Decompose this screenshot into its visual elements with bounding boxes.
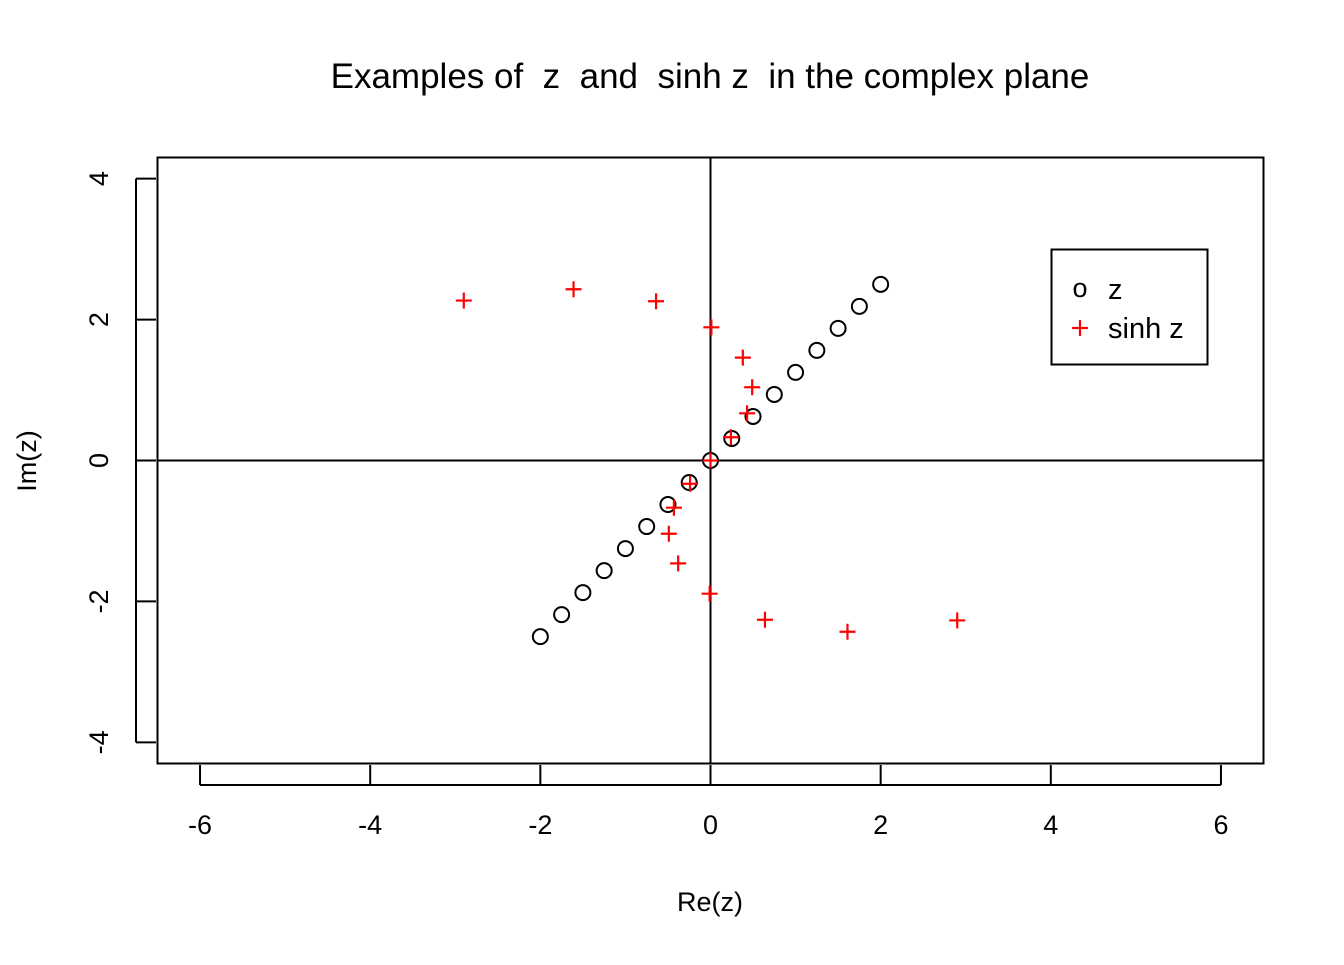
- point-sinh-z: [455, 292, 472, 309]
- y-tick-label: 4: [84, 171, 114, 186]
- point-z: [531, 628, 549, 646]
- y-axis: -4 -2 0 2 4: [84, 171, 156, 754]
- point-sinh-z: [756, 611, 773, 628]
- point-sinh-z: [722, 429, 739, 446]
- point-z: [744, 407, 762, 425]
- x-tick-label: 0: [703, 810, 718, 840]
- point-z: [638, 518, 656, 536]
- x-tick-label: -6: [188, 810, 212, 840]
- point-sinh-z: [702, 452, 719, 469]
- point-sinh-z: [660, 525, 677, 542]
- point-sinh-z: [670, 555, 687, 572]
- point-z: [616, 540, 634, 558]
- point-sinh-z: [648, 293, 665, 310]
- legend-label-sinh-z: sinh z: [1108, 313, 1184, 345]
- legend-symbol-sinh-z: [1072, 320, 1088, 336]
- point-z: [850, 297, 868, 315]
- point-sinh-z: [744, 379, 761, 396]
- point-sinh-z: [665, 499, 682, 516]
- point-sinh-z: [701, 585, 718, 602]
- y-tick-label: 0: [84, 453, 114, 468]
- point-z: [574, 584, 592, 602]
- point-z: [595, 562, 613, 580]
- point-sinh-z: [734, 349, 751, 366]
- point-sinh-z: [703, 319, 720, 336]
- y-tick-label: 2: [84, 312, 114, 327]
- x-tick-label: -4: [358, 810, 382, 840]
- point-sinh-z: [682, 475, 699, 492]
- legend-label-z: z: [1108, 274, 1123, 306]
- chart-title: Examples of z and sinh z in the complex …: [331, 57, 1090, 96]
- x-tick-label: 6: [1213, 810, 1228, 840]
- y-axis-label: Im(z): [12, 430, 42, 491]
- legend-symbol-z: o: [1072, 273, 1087, 303]
- y-tick-label: -2: [84, 589, 114, 613]
- x-axis: -6 -4 -2 0 2 4 6: [188, 765, 1228, 840]
- point-z: [787, 363, 805, 381]
- point-z: [829, 319, 847, 337]
- legend: o z sinh z: [1050, 248, 1209, 366]
- point-z: [659, 496, 677, 514]
- point-z: [808, 341, 826, 359]
- point-sinh-z: [949, 612, 966, 629]
- x-tick-label: 4: [1043, 810, 1058, 840]
- point-z: [872, 275, 890, 293]
- data-series: [455, 275, 966, 646]
- x-tick-label: 2: [873, 810, 888, 840]
- x-tick-label: -2: [528, 810, 552, 840]
- series-sinh-z: [455, 281, 966, 640]
- y-tick-label: -4: [84, 730, 114, 754]
- x-axis-label: Re(z): [677, 887, 743, 917]
- legend-box: [1050, 248, 1209, 366]
- point-sinh-z: [739, 405, 756, 422]
- point-sinh-z: [839, 623, 856, 640]
- point-sinh-z: [565, 281, 582, 298]
- point-z: [553, 606, 571, 624]
- point-z: [765, 385, 783, 403]
